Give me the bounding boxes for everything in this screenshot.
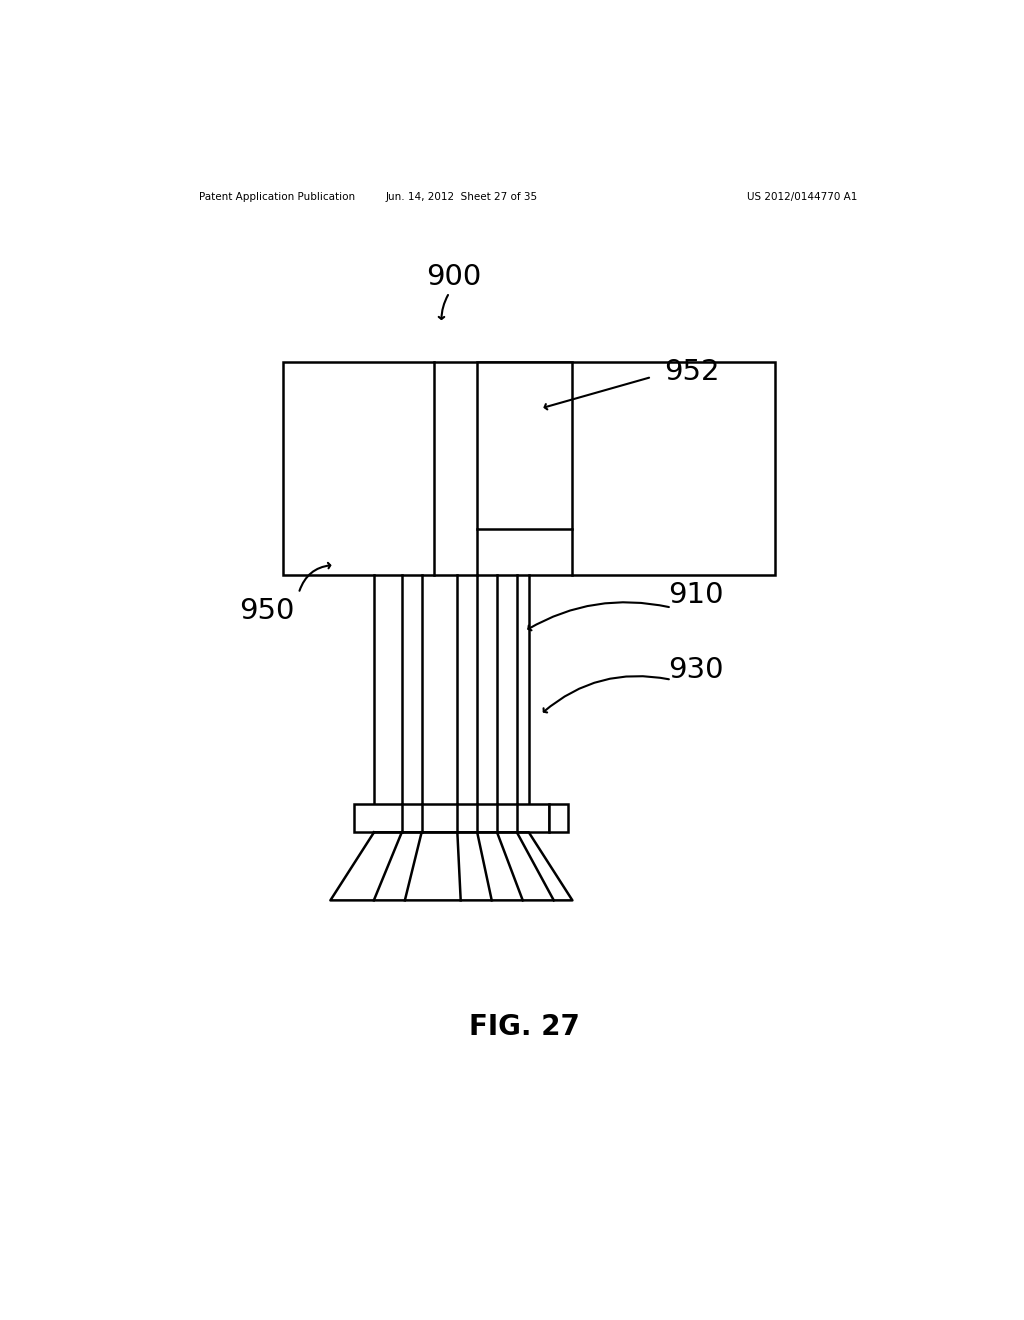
Text: Jun. 14, 2012  Sheet 27 of 35: Jun. 14, 2012 Sheet 27 of 35 (385, 191, 538, 202)
Text: 952: 952 (664, 358, 719, 385)
Text: Patent Application Publication: Patent Application Publication (200, 191, 355, 202)
Text: FIG. 27: FIG. 27 (469, 1014, 581, 1041)
Text: 950: 950 (240, 597, 295, 624)
Text: US 2012/0144770 A1: US 2012/0144770 A1 (748, 191, 857, 202)
Text: 900: 900 (426, 263, 481, 292)
Text: 910: 910 (668, 581, 723, 610)
Text: 930: 930 (668, 656, 723, 684)
Bar (549, 804, 568, 833)
Bar (283, 362, 775, 576)
Bar (477, 362, 572, 529)
Bar (354, 804, 549, 833)
